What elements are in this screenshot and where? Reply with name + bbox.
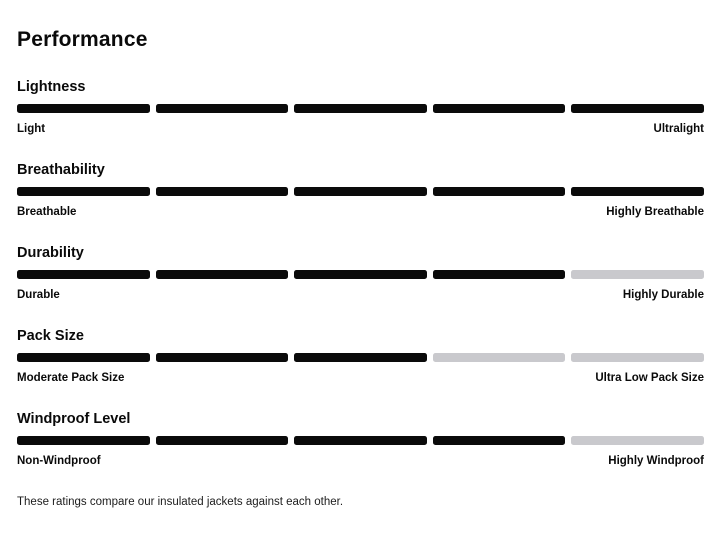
rating-segment-filled [155,104,289,113]
rating-segment-filled [17,353,150,362]
rating-segment-filled [571,104,704,113]
rating-high-label: Ultra Low Pack Size [595,372,704,384]
section-title: Windproof Level [17,411,131,427]
rating-high-label: Ultralight [653,123,704,135]
scale-labels: Durable Highly Durable [17,288,704,302]
rating-segment-filled [155,270,289,279]
section-breathability: Breathability Breathable Highly Breathab… [17,162,704,219]
scale-labels: Moderate Pack Size Ultra Low Pack Size [17,371,704,385]
section-title: Breathability [17,162,105,178]
rating-segment-filled [432,187,566,196]
rating-segment-filled [17,104,150,113]
rating-segment-filled [432,270,566,279]
performance-ratings-panel: Performance Lightness Light Ultralight B… [17,28,704,508]
rating-segment-empty [571,436,704,445]
page-title: Performance [17,28,148,51]
rating-low-label: Durable [17,289,60,301]
rating-low-label: Light [17,123,46,135]
rating-segment-filled [294,270,427,279]
section-pack-size: Pack Size Moderate Pack Size Ultra Low P… [17,328,704,385]
section-title: Durability [17,245,84,261]
scale-labels: Non-Windproof Highly Windproof [17,454,704,468]
rating-low-label: Breathable [17,206,77,218]
rating-segment-filled [17,436,150,445]
rating-segment-filled [155,436,289,445]
rating-segment-empty [432,353,566,362]
section-windproof-level: Windproof Level Non-Windproof Highly Win… [17,411,704,468]
rating-bar [17,187,704,196]
rating-bar [17,270,704,279]
rating-bar [17,436,704,445]
rating-high-label: Highly Breathable [606,206,704,218]
ratings-footnote: These ratings compare our insulated jack… [17,496,344,508]
rating-segment-empty [571,353,704,362]
rating-segment-filled [155,353,289,362]
rating-bar [17,104,704,113]
scale-labels: Breathable Highly Breathable [17,205,704,219]
section-lightness: Lightness Light Ultralight [17,79,704,136]
rating-segment-filled [294,187,427,196]
section-durability: Durability Durable Highly Durable [17,245,704,302]
rating-segment-filled [17,270,150,279]
section-title: Pack Size [17,328,84,344]
rating-high-label: Highly Durable [622,289,704,301]
rating-high-label: Highly Windproof [608,455,704,467]
rating-segment-filled [432,104,566,113]
scale-labels: Light Ultralight [17,122,704,136]
rating-segment-filled [432,436,566,445]
rating-low-label: Moderate Pack Size [17,372,125,384]
rating-low-label: Non-Windproof [17,455,101,467]
rating-segment-empty [571,270,704,279]
rating-segment-filled [294,353,427,362]
rating-segment-filled [155,187,289,196]
rating-segment-filled [294,104,427,113]
rating-segment-filled [17,187,150,196]
rating-bar [17,353,704,362]
rating-segment-filled [294,436,427,445]
rating-segment-filled [571,187,704,196]
section-title: Lightness [17,79,86,95]
